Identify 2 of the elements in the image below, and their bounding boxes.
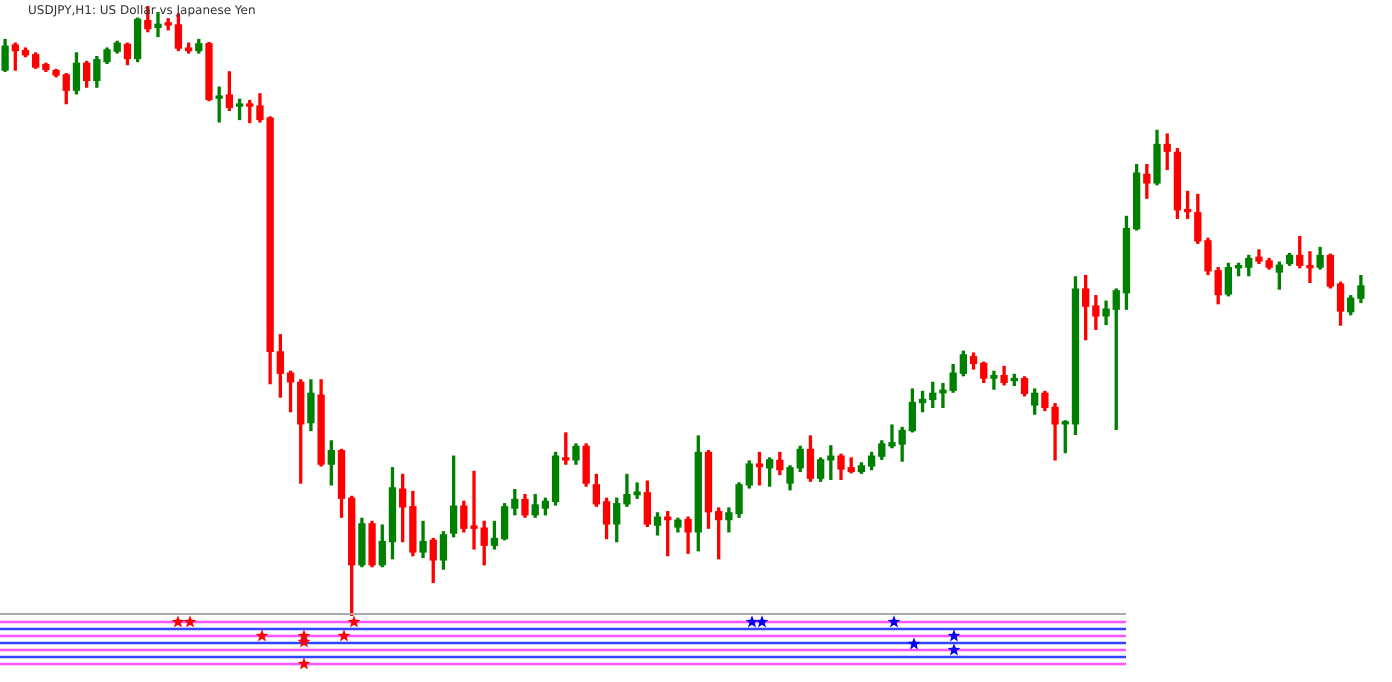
candlestick bbox=[990, 370, 998, 390]
candlestick bbox=[154, 12, 162, 38]
